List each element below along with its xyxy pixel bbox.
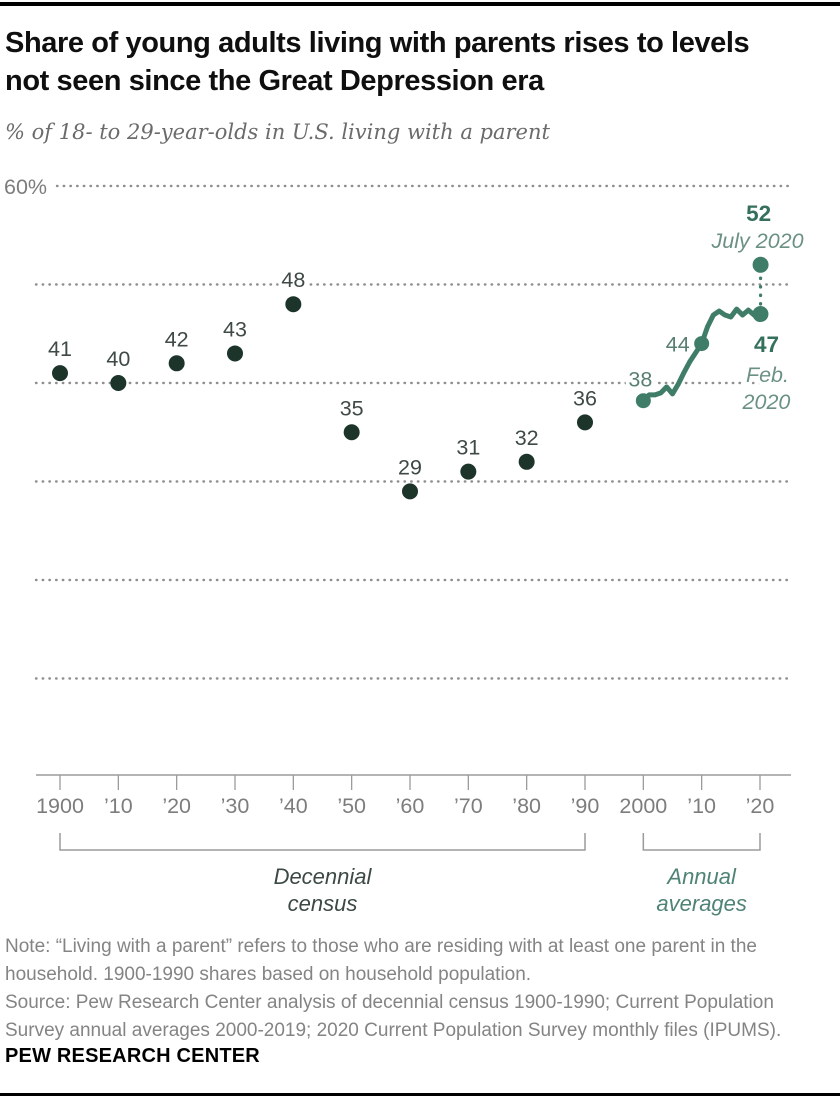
july-2020-dot xyxy=(752,256,769,273)
annual-markers: 38 44 xyxy=(625,329,710,409)
bottom-rule xyxy=(0,1093,840,1096)
x-tick-label-1970: ’70 xyxy=(454,794,483,818)
census-label-1960: 29 xyxy=(398,455,422,479)
bracket-label-1-1: averages xyxy=(656,891,747,916)
gridlines xyxy=(34,184,793,680)
census-dot-1990 xyxy=(576,414,593,431)
july-date-label: July 2020 xyxy=(711,229,804,253)
annual-dot-2010 xyxy=(694,336,710,352)
annual-label-2000: 38 xyxy=(628,368,652,392)
census-label-1950: 35 xyxy=(340,396,364,420)
y-axis-label: 60% xyxy=(4,175,47,199)
note-line: Note: “Living with a parent” refers to t… xyxy=(5,936,757,957)
source-line: Source: Pew Research Center analysis of … xyxy=(5,992,774,1013)
x-tick-label-1930: ’30 xyxy=(221,794,250,818)
bracket-label-1-0: Annual xyxy=(665,864,737,889)
census-label-1970: 31 xyxy=(456,436,480,460)
annual-line xyxy=(640,306,763,404)
feb-date-label-1: 2020 xyxy=(742,390,791,414)
census-dot-1980 xyxy=(518,453,535,470)
census-dot-1970 xyxy=(460,463,477,480)
x-tick-label-2010: ’10 xyxy=(687,794,716,818)
july-value-label: 52 xyxy=(746,201,771,226)
census-label-1910: 40 xyxy=(106,347,130,371)
title-line-2: not seen since the Great Depression era xyxy=(5,65,544,97)
annual-dot-2000 xyxy=(635,393,651,409)
feb-2020-dot xyxy=(752,306,769,323)
x-tick-label-2020: ’20 xyxy=(746,794,775,818)
x-tick-label-2000: 2000 xyxy=(619,794,667,818)
census-dot-1910 xyxy=(110,375,127,391)
annotations: 52 July 2020 47 Feb. 2020 xyxy=(707,197,807,417)
x-tick-label-1980: ’80 xyxy=(512,794,541,818)
x-tick-label-1990: ’90 xyxy=(571,794,600,818)
x-tick-label-1910: ’10 xyxy=(104,794,133,818)
bracket-label-0-0: Decennial xyxy=(274,864,373,889)
brand-footer: PEW RESEARCH CENTER xyxy=(5,1045,260,1067)
source-line: Survey annual averages 2000-2019; 2020 C… xyxy=(5,1020,782,1041)
census-label-1930: 43 xyxy=(223,317,247,341)
note-block: Note: “Living with a parent” refers to t… xyxy=(5,933,837,1045)
x-tick-label-1900: 1900 xyxy=(36,794,84,818)
census-dot-1900 xyxy=(52,365,68,382)
chart-subtitle: % of 18- to 29-year-olds in U.S. living … xyxy=(5,120,550,144)
x-tick-label-1950: ’50 xyxy=(337,794,366,818)
census-label-1940: 48 xyxy=(281,268,305,292)
feb-date-label-0: Feb. xyxy=(746,363,789,387)
census-dot-1960 xyxy=(401,483,418,500)
title-line-1: Share of young adults living with parent… xyxy=(5,27,750,59)
census-label-1990: 36 xyxy=(573,386,597,410)
census-points: 41 40 42 43 48 35 29 31 32 36 xyxy=(45,265,600,500)
census-label-1920: 42 xyxy=(165,327,189,351)
bracket-label-0-1: census xyxy=(288,891,358,916)
note-line: household. 1900-1990 shares based on hou… xyxy=(5,964,532,985)
page-title: Share of young adults living with parent… xyxy=(5,24,835,100)
x-tick-label-1920: ’20 xyxy=(162,794,191,818)
top-rule xyxy=(0,2,840,6)
census-label-1980: 32 xyxy=(515,426,539,450)
x-tick-label-1960: ’60 xyxy=(396,794,425,818)
y-axis-top-label: 60% xyxy=(4,175,47,199)
census-dot-1940 xyxy=(285,296,302,313)
feb-value-label: 47 xyxy=(754,332,779,357)
x-tick-label-1940: ’40 xyxy=(279,794,308,818)
annual-averages-line xyxy=(640,306,763,404)
census-dot-1930 xyxy=(226,345,243,362)
x-axis: 1900 ’10 ’20 ’30 ’40 ’50 ’60 ’70 ’80 ’90 2000 ’10 ’2… xyxy=(36,774,791,818)
annual-label-2010: 44 xyxy=(666,333,690,357)
census-label-1900: 41 xyxy=(48,337,72,361)
census-dot-1920 xyxy=(168,355,185,372)
bracket-1 xyxy=(642,833,761,851)
bracket-0 xyxy=(59,833,586,851)
census-dot-1950 xyxy=(343,424,360,441)
